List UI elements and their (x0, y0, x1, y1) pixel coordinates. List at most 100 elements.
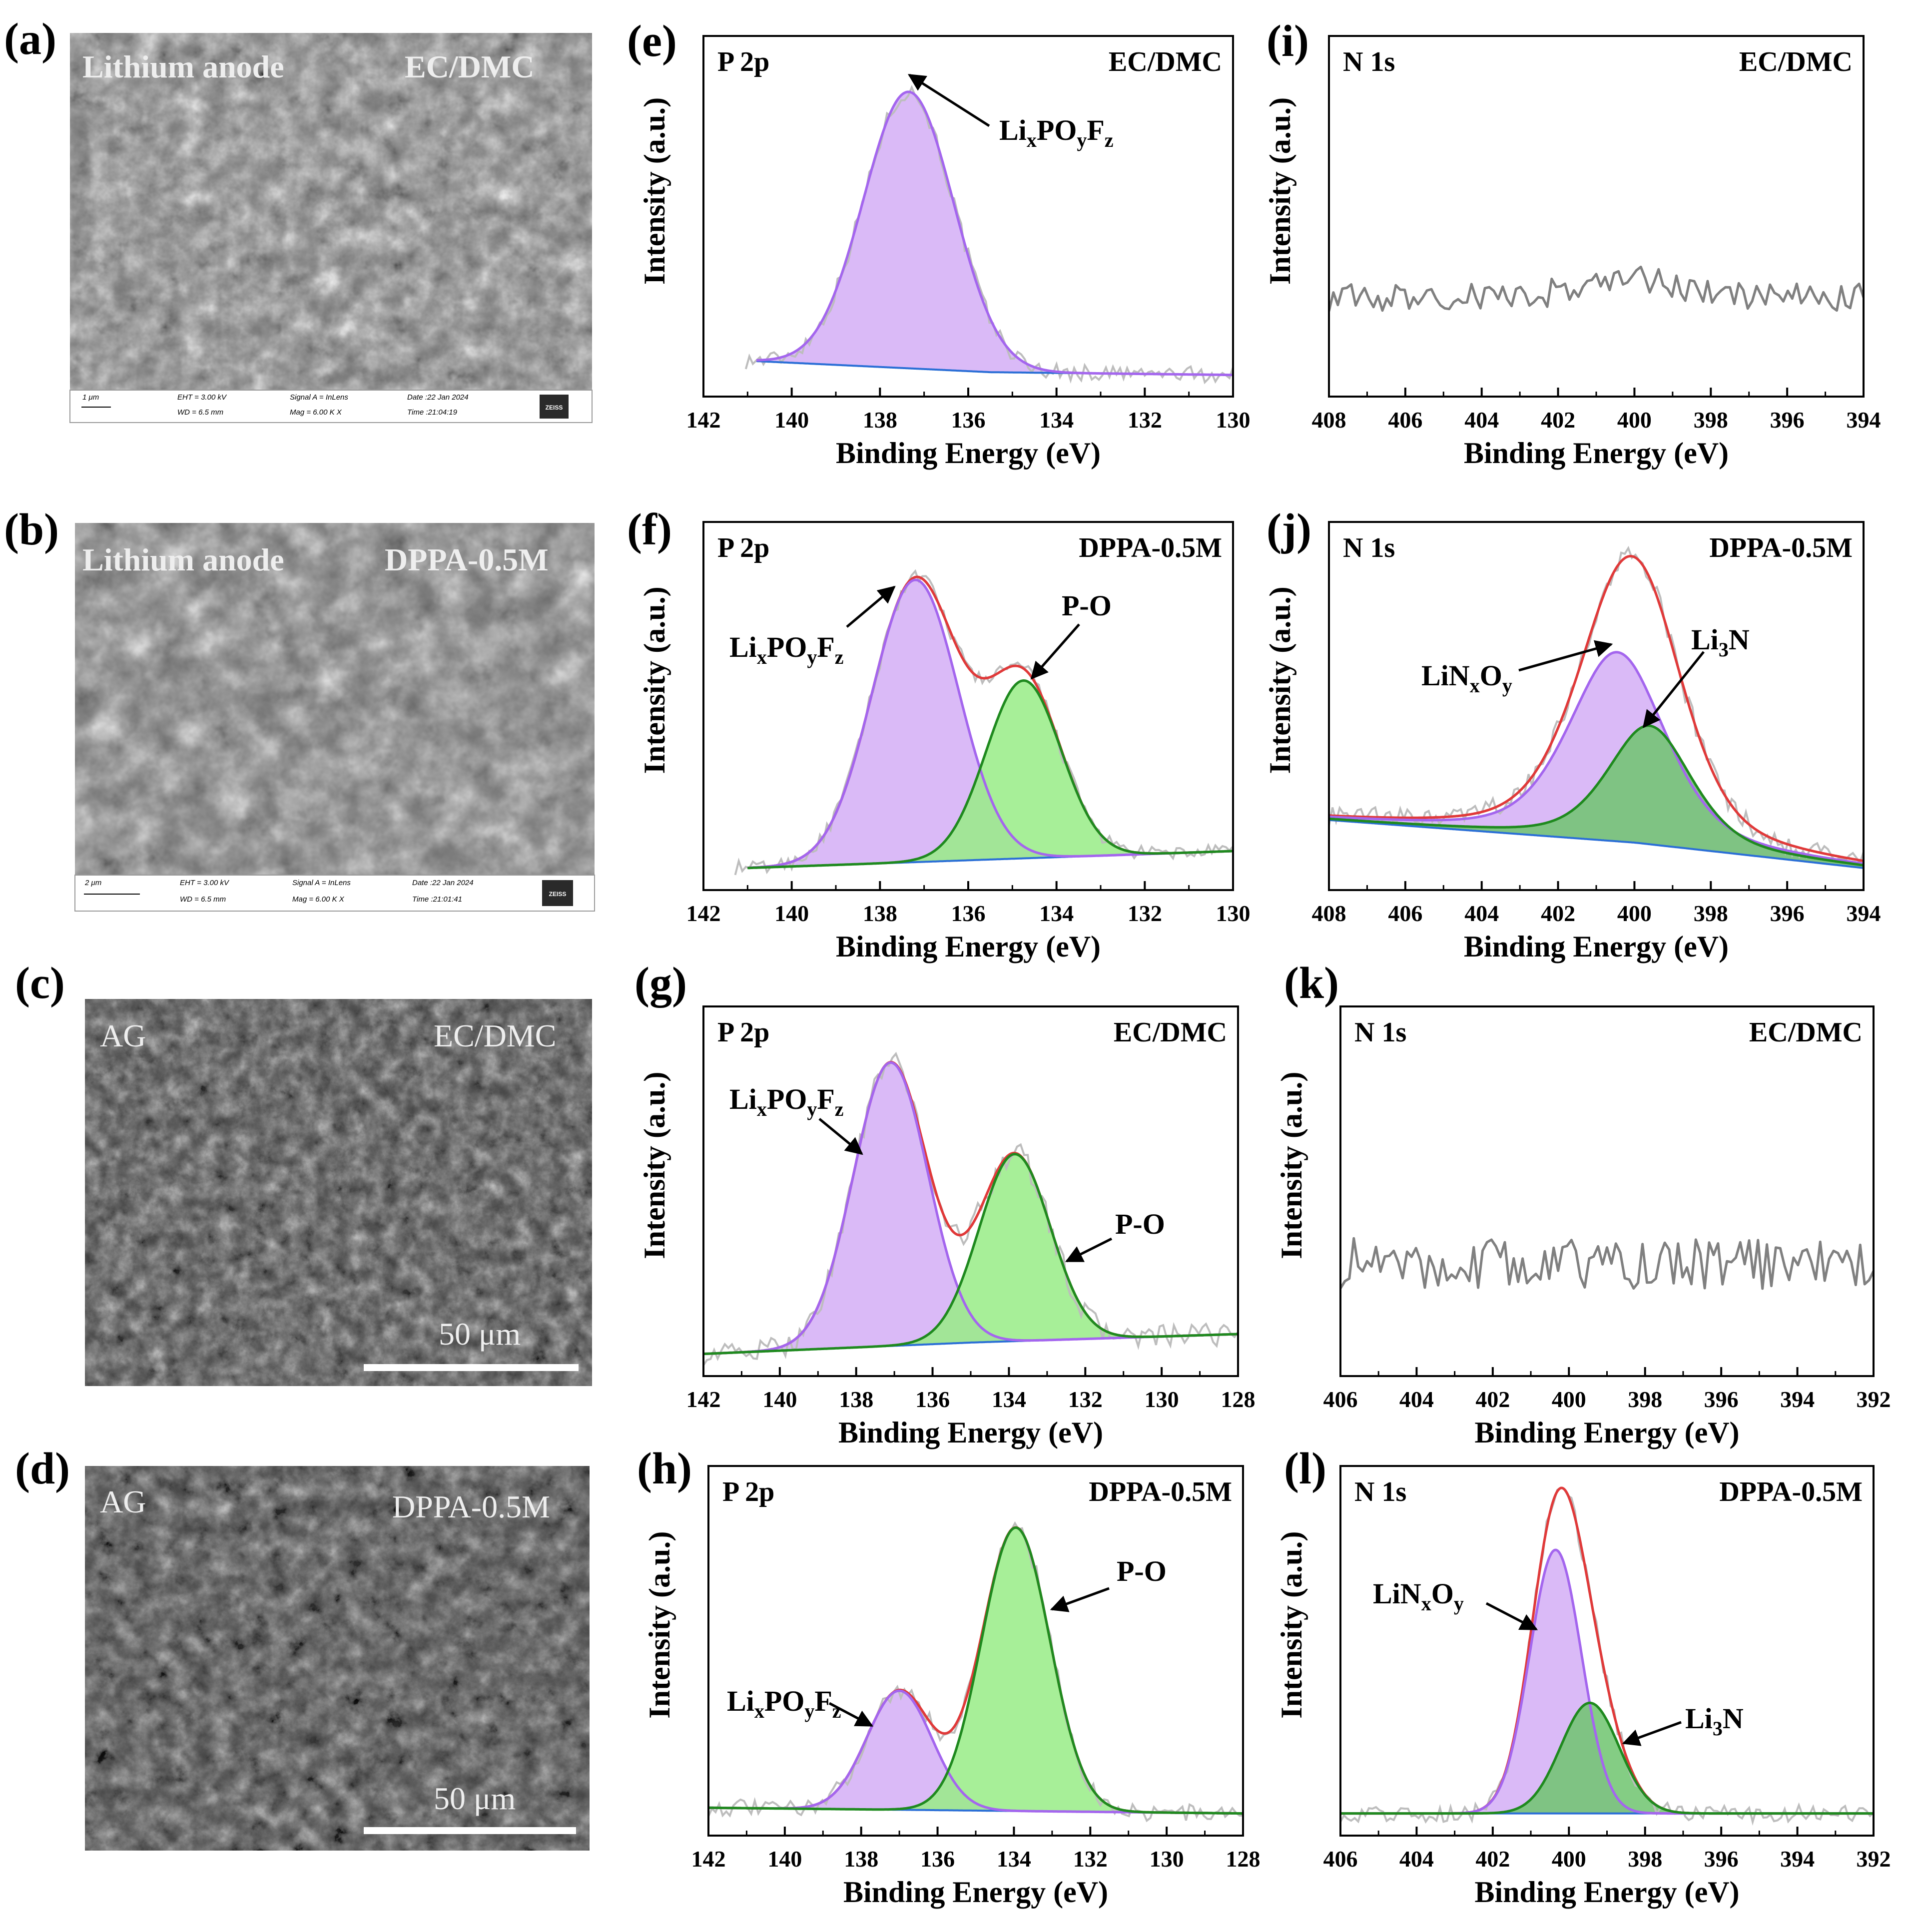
y-axis-title-l: Intensity (a.u.) (1275, 1531, 1308, 1719)
x-tick-label-k-5: 396 (1704, 1387, 1739, 1412)
sem-a-zeiss-logo (540, 395, 569, 419)
sem-d-scale-text: 50 μm (434, 1781, 516, 1816)
spectrum-title-i: N 1s (1343, 46, 1395, 77)
sem-a-wd: WD = 6.5 mm (177, 408, 223, 417)
y-axis-title-f: Intensity (a.u.) (638, 586, 671, 774)
sem-a-info-bar (69, 390, 593, 423)
plot-area-j (1329, 545, 1864, 869)
x-tick-label-l-1: 404 (1399, 1846, 1434, 1872)
sem-b-signal: Signal A = InLens (292, 879, 351, 887)
y-axis-title-j: Intensity (a.u.) (1264, 586, 1296, 774)
panel-label-i: (i) (1267, 16, 1309, 66)
xps-panel-i: (i) 408 406 404 402 400 398 396 394 Binding Energ… (1264, 16, 1881, 470)
xps-panel-g: (g) 142 140 138 136 134 132 130 128 Binding Energ… (635, 959, 1256, 1449)
x-tick-label-e-6: 130 (1216, 407, 1251, 433)
x-tick-label-f-3: 136 (951, 901, 986, 926)
plot-area-k (1340, 1237, 1874, 1290)
y-axis-title-g: Intensity (a.u.) (638, 1072, 671, 1259)
sem-panel-b: (b) Lithium anode DPPA-0.5M 2 μm EHT = 3… (4, 505, 595, 912)
panel-label-k: (k) (1284, 959, 1339, 1008)
x-tick-label-e-4: 134 (1039, 407, 1074, 433)
annotation-f-1: P-O (1062, 589, 1112, 622)
peak-line-g-1 (703, 1153, 1238, 1356)
plot-frame-i (1328, 35, 1865, 398)
sem-b-info-bar (74, 875, 595, 912)
annotation-arrow-j-1 (1642, 651, 1705, 728)
x-tick-label-f-4: 134 (1039, 901, 1074, 926)
x-tick-label-l-3: 400 (1552, 1846, 1586, 1872)
x-tick-label-h-1: 140 (767, 1846, 802, 1872)
peak-fill-l-1 (1340, 1703, 1874, 1814)
x-tick-label-l-7: 392 (1857, 1846, 1891, 1872)
annotation-arrow-j-0 (1518, 640, 1613, 672)
sem-a-mag: Mag = 6.00 K X (290, 408, 342, 417)
x-tick-label-j-7: 394 (1847, 901, 1881, 926)
x-tick-label-f-2: 138 (863, 901, 897, 926)
sem-a-date: Date :22 Jan 2024 (407, 393, 469, 402)
x-tick-label-j-6: 396 (1770, 901, 1805, 926)
sem-a-zeiss-text: ZEISS (546, 404, 563, 411)
x-tick-label-e-3: 136 (951, 407, 986, 433)
annotation-arrow-f-1 (1030, 623, 1080, 680)
background-line-j (1329, 819, 1864, 869)
x-tick-label-h-6: 130 (1150, 1846, 1184, 1872)
panel-label-d: (d) (15, 1444, 70, 1493)
panel-label-f: (f) (627, 505, 672, 554)
panel-label-b: (b) (4, 505, 59, 554)
spectrum-title-j: N 1s (1343, 532, 1395, 563)
x-tick-label-i-7: 394 (1847, 407, 1881, 433)
condition-label-j: DPPA-0.5M (1709, 532, 1853, 563)
condition-label-g: EC/DMC (1114, 1017, 1227, 1048)
peak-line-j-0 (1329, 651, 1864, 865)
raw-data-line-j (1329, 545, 1864, 866)
y-axis-title-k: Intensity (a.u.) (1275, 1072, 1308, 1259)
x-tick-label-g-7: 128 (1221, 1387, 1256, 1412)
plot-area-i (1329, 265, 1864, 312)
sem-b-wd: WD = 6.5 mm (180, 895, 226, 904)
annotation-g-1: P-O (1115, 1208, 1165, 1240)
sem-a-scale: 1 μm (82, 393, 99, 402)
sem-d-left-text: AG (100, 1484, 146, 1519)
panel-label-g: (g) (635, 959, 687, 1008)
spectrum-title-k: N 1s (1354, 1017, 1406, 1048)
sem-panel-a: (a) Lithium anode EC/DMC 1 μm EHT = 3.00… (4, 14, 593, 423)
x-tick-label-h-3: 136 (920, 1846, 955, 1872)
x-tick-label-f-0: 142 (686, 901, 721, 926)
sem-b-eht: EHT = 3.00 kV (180, 879, 230, 887)
sem-d-scalebar (364, 1827, 576, 1834)
x-tick-label-k-7: 392 (1857, 1387, 1891, 1412)
peak-line-f-1 (747, 679, 1233, 870)
annotation-f-0: Lix​POy​Fz​ (729, 631, 844, 668)
sem-a-signal: Signal A = InLens (290, 393, 348, 402)
raw-data-line-e (744, 84, 1233, 385)
x-tick-label-k-1: 404 (1399, 1387, 1434, 1412)
x-tick-label-g-2: 138 (839, 1387, 873, 1412)
sem-c-right-text: EC/DMC (434, 1018, 556, 1053)
x-tick-label-i-0: 408 (1312, 407, 1346, 433)
plot-frame-k (1339, 1005, 1875, 1377)
xps-charts: (e) 142 140 138 136 134 132 130 Binding Energy (… (627, 16, 1891, 1909)
x-tick-label-h-4: 134 (997, 1846, 1031, 1872)
noisy-data-line-k (1340, 1237, 1874, 1290)
sem-c-scale-text: 50 μm (439, 1316, 521, 1352)
annotation-j-0: LiNx​Oy​ (1421, 659, 1512, 697)
peak-line-l-1 (1340, 1701, 1874, 1815)
annotation-j-1: Li3​N (1691, 623, 1750, 661)
xps-panel-h: (h) 142 140 138 136 134 132 130 128 Binding Energ… (637, 1444, 1261, 1909)
condition-label-k: EC/DMC (1749, 1017, 1863, 1048)
panel-label-h: (h) (637, 1444, 692, 1493)
peak-fill-e-0 (756, 91, 1233, 375)
x-tick-label-e-2: 138 (863, 407, 897, 433)
x-tick-label-g-4: 134 (992, 1387, 1026, 1412)
peak-line-e-0 (756, 90, 1233, 377)
envelope-line-j (1329, 555, 1864, 863)
annotation-e-0: Lix​POy​Fz​ (999, 114, 1114, 151)
plot-area-e (744, 84, 1233, 385)
x-tick-label-j-1: 406 (1388, 901, 1422, 926)
x-tick-label-i-4: 400 (1617, 407, 1652, 433)
sem-panel-d: (d) AG DPPA-0.5M 50 μm (15, 1444, 590, 1851)
sem-panel-c: (c) AG EC/DMC 50 μm (15, 959, 592, 1386)
x-tick-label-l-5: 396 (1704, 1846, 1739, 1872)
sem-texture-a (70, 33, 592, 390)
